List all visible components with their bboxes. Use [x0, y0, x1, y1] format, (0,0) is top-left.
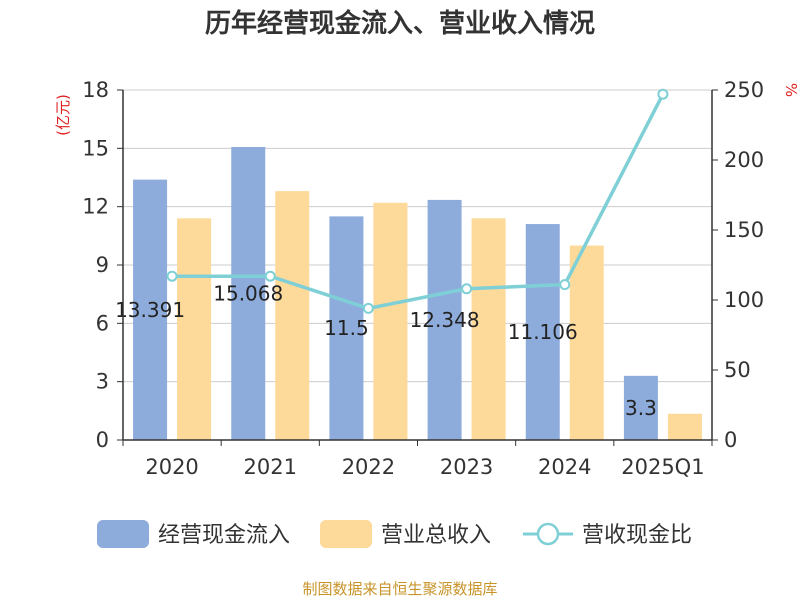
- bar-cash-inflow: [427, 199, 462, 440]
- legend-label-ratio: 营收现金比: [582, 523, 692, 548]
- data-label: 11.106: [508, 320, 578, 344]
- bar-cash-inflow: [623, 375, 658, 440]
- data-label: 3.3: [625, 396, 657, 420]
- bar-revenue: [275, 191, 310, 440]
- bar-revenue: [667, 413, 702, 440]
- source-note: 制图数据来自恒生聚源数据库: [302, 580, 497, 598]
- legend-swatch-revenue: [320, 520, 372, 548]
- right-tick-label: 0: [724, 428, 737, 452]
- axes: 0 3 6 9 12 15 18 0 50 100 150 200 250 2020 2021 2022 202…: [82, 78, 764, 479]
- left-axis-unit: (亿元): [54, 94, 72, 136]
- bars: [133, 147, 702, 440]
- line-series: [166, 88, 669, 314]
- ratio-line: [172, 93, 665, 311]
- right-tick-label: 50: [724, 358, 751, 382]
- legend: 经营现金流入 营业总收入 营收现金比: [97, 520, 692, 548]
- ratio-point: [362, 302, 374, 314]
- bar-revenue: [177, 218, 212, 440]
- legend-swatch-marker: [536, 522, 560, 546]
- legend-label-revenue: 营业总收入: [381, 523, 491, 548]
- legend-swatch-cash-inflow: [97, 520, 149, 548]
- grid-lines: [123, 89, 712, 383]
- x-tick-label: 2022: [342, 455, 395, 479]
- bar-cash-inflow: [329, 216, 364, 440]
- left-tick-label: 9: [96, 253, 109, 277]
- left-tick-label: 18: [82, 78, 109, 102]
- ratio-point: [166, 270, 178, 282]
- x-tick-label: 2023: [440, 455, 493, 479]
- ratio-point: [657, 88, 669, 100]
- x-tick-label: 2025Q1: [621, 455, 704, 479]
- bar-cash-inflow: [231, 147, 266, 440]
- bar-revenue: [569, 245, 604, 440]
- ratio-point: [559, 279, 571, 291]
- right-tick-label: 200: [724, 148, 764, 172]
- left-tick-label: 15: [82, 136, 109, 160]
- data-label: 13.391: [115, 298, 185, 322]
- x-tick-label: 2020: [145, 455, 198, 479]
- x-tick-label: 2021: [244, 455, 297, 479]
- left-tick-label: 3: [96, 370, 109, 394]
- left-tick-label: 0: [96, 428, 109, 452]
- data-labels: 13.391 15.068 11.5 12.348 11.106 3.3: [115, 282, 657, 420]
- data-label: 15.068: [213, 282, 283, 306]
- right-axis-unit: %: [782, 83, 800, 97]
- right-tick-label: 250: [724, 78, 764, 102]
- bar-revenue: [471, 218, 506, 440]
- data-label: 12.348: [410, 308, 480, 332]
- right-tick-label: 100: [724, 288, 764, 312]
- x-tick-label: 2024: [538, 455, 591, 479]
- ratio-point: [461, 283, 473, 295]
- right-tick-label: 150: [724, 218, 764, 242]
- chart-title: 历年经营现金流入、营业收入情况: [205, 8, 595, 39]
- bar-cash-inflow: [525, 224, 560, 440]
- left-tick-label: 6: [96, 311, 109, 335]
- left-tick-label: 12: [82, 195, 109, 219]
- bar-revenue: [373, 202, 408, 440]
- data-label: 11.5: [324, 316, 369, 340]
- legend-label-cash-inflow: 经营现金流入: [158, 523, 290, 548]
- ratio-point: [264, 270, 276, 282]
- bar-cash-inflow: [133, 179, 168, 440]
